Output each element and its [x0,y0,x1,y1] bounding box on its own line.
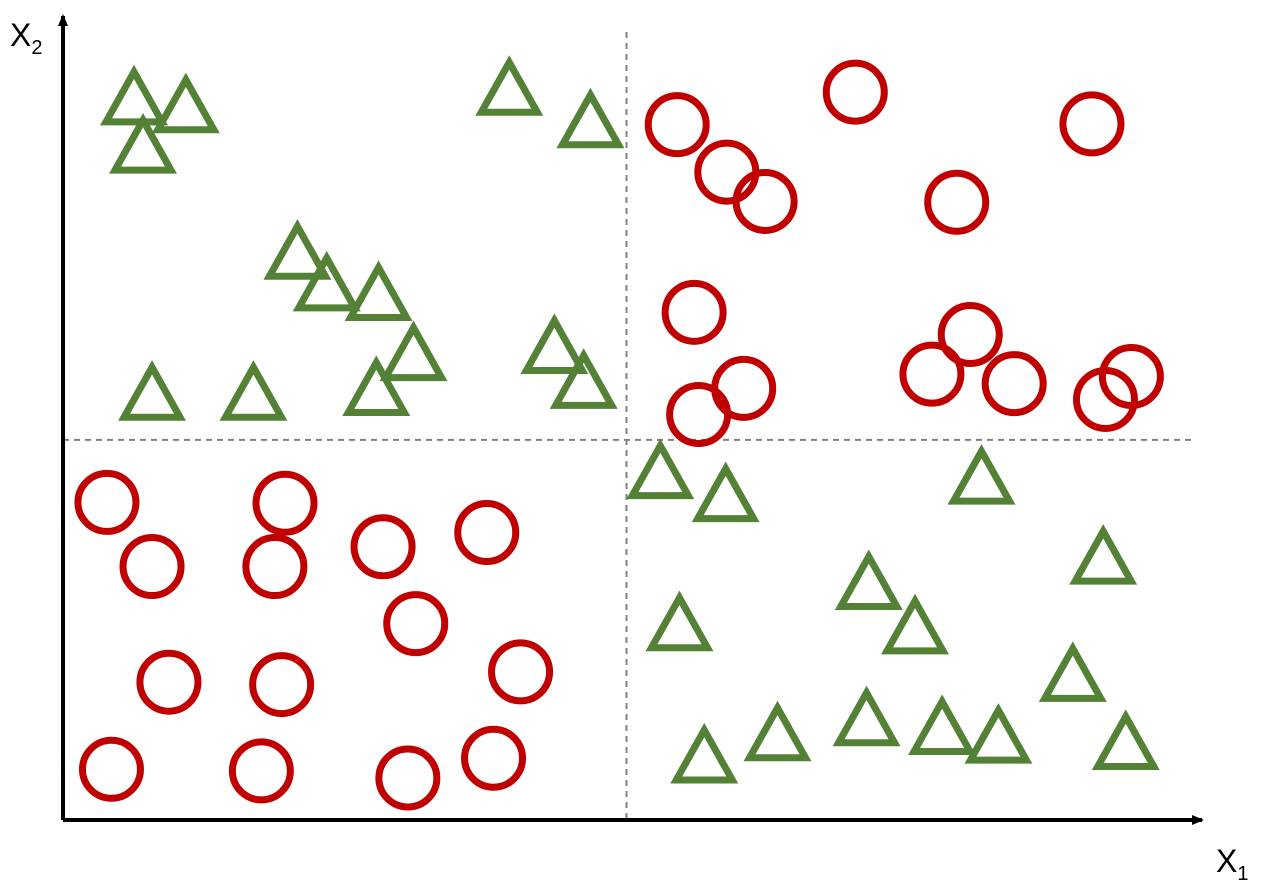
triangle-point-5 [263,219,332,280]
circle-point-19 [454,500,520,566]
triangle-point-9 [520,313,589,375]
circle-point-20 [383,591,449,657]
triangle-point-14 [626,438,695,500]
triangle-point-18 [834,549,903,611]
circle-point-14 [74,469,140,535]
triangle-point-6 [292,250,361,312]
data-points [74,55,1164,811]
circle-point-26 [375,745,441,811]
circle-point-6 [661,279,727,345]
triangle-point-25 [908,694,977,755]
triangle-point-4 [556,87,625,149]
circle-point-25 [228,738,294,804]
triangle-point-0 [100,64,168,126]
triangle-point-7 [344,260,413,321]
circle-point-18 [350,514,416,580]
circle-point-27 [461,725,527,791]
circle-point-21 [488,639,554,705]
triangle-point-15 [691,461,760,523]
triangle-point-13 [342,355,411,416]
triangle-point-10 [549,348,618,409]
circle-point-1 [694,139,760,205]
circle-point-4 [924,169,990,235]
circle-point-8 [711,355,777,421]
circle-point-13 [1098,343,1164,409]
circle-point-15 [119,534,185,600]
circle-point-23 [249,652,315,718]
circle-point-9 [899,341,965,407]
triangle-point-27 [1091,709,1160,771]
triangle-point-11 [118,360,187,421]
circle-point-24 [78,736,144,802]
circle-point-10 [937,302,1003,368]
circle-point-11 [981,351,1047,417]
quadrant-dividers [63,32,1192,820]
triangle-point-1 [151,72,220,134]
triangle-point-3 [475,55,544,116]
triangle-point-24 [832,685,901,747]
triangle-point-2 [109,113,177,174]
triangle-point-8 [379,320,448,382]
triangle-point-23 [743,700,812,762]
triangle-point-17 [1069,524,1138,585]
circle-point-5 [1059,91,1125,157]
circle-point-0 [644,92,710,158]
triangle-point-19 [881,593,949,655]
circle-point-3 [822,59,888,125]
triangle-point-26 [964,703,1033,764]
triangle-point-22 [670,722,739,784]
triangle-point-20 [645,590,714,652]
circle-point-2 [732,168,798,234]
circle-point-7 [666,381,732,447]
circle-point-16 [252,470,318,536]
triangle-point-21 [1038,641,1107,702]
circle-point-17 [242,534,308,600]
x-axis-label: X1 [1216,843,1248,885]
circle-point-22 [136,649,202,715]
y-axis-label: X2 [10,17,42,59]
triangle-point-16 [947,444,1016,505]
triangle-point-12 [219,360,288,421]
